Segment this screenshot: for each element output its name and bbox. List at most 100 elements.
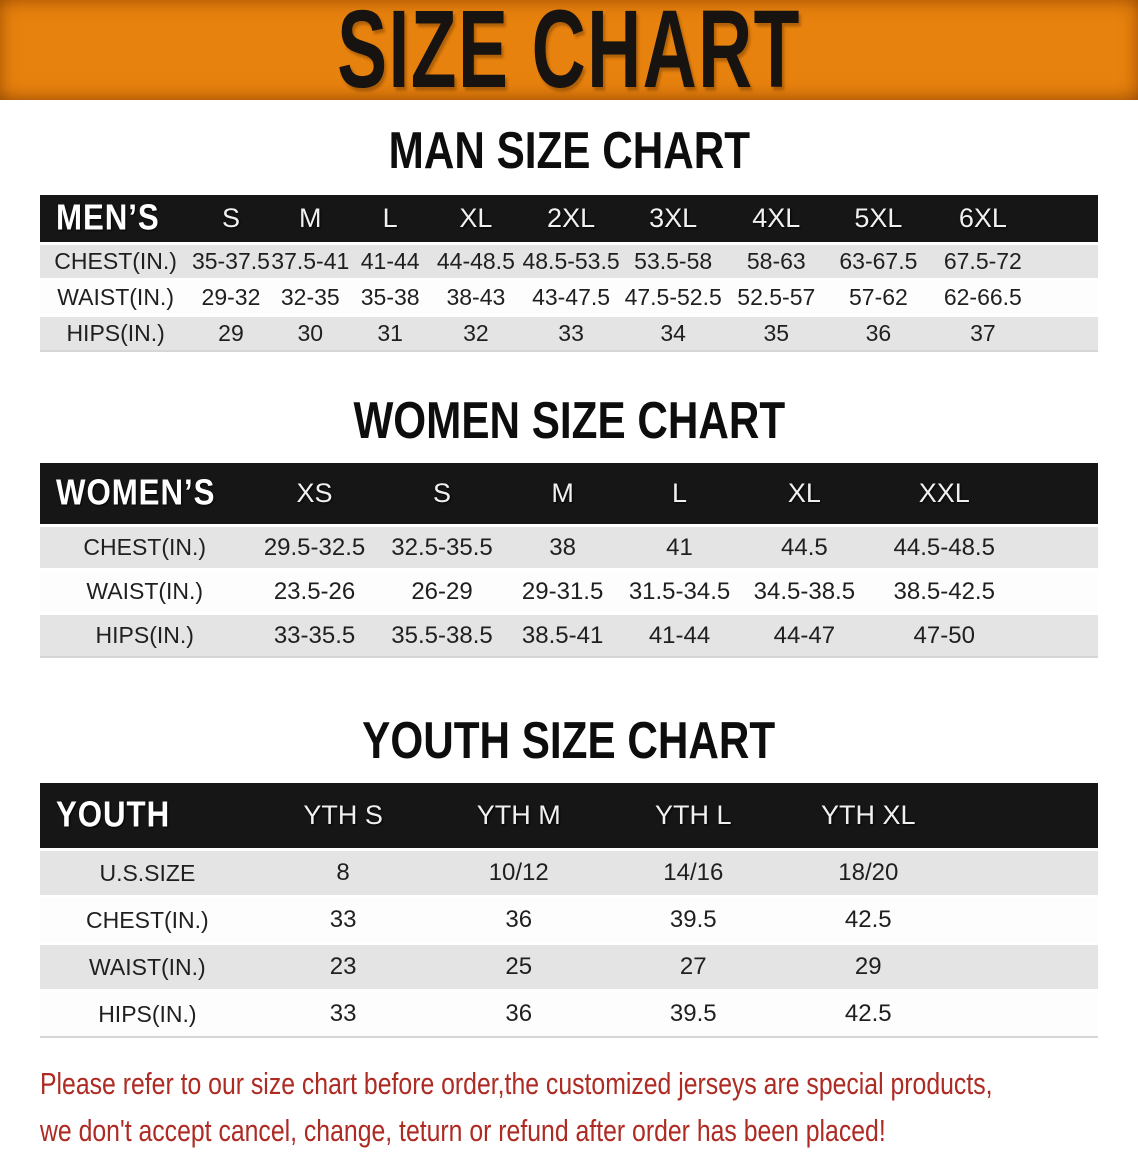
- size-value-cell: 41-44: [349, 242, 431, 278]
- size-value-cell: 26-29: [379, 568, 505, 612]
- size-column-header: YTH S: [254, 783, 432, 848]
- size-value-cell: 31.5-34.5: [620, 568, 739, 612]
- size-column-header: M: [270, 195, 350, 242]
- size-value-cell: 39.5: [606, 895, 781, 942]
- size-value-cell: 23: [254, 942, 432, 989]
- youth-heading-text: YOUTH SIZE CHART: [362, 712, 776, 771]
- women-corner-text: WOMEN’S: [56, 473, 216, 513]
- size-column-header: XS: [249, 463, 380, 524]
- size-value-cell: 29: [191, 314, 271, 350]
- size-value-cell: 38-43: [430, 278, 522, 314]
- size-value-cell: 32: [430, 314, 522, 350]
- women-heading-text: WOMEN SIZE CHART: [353, 392, 785, 451]
- size-value-cell: 41: [620, 524, 739, 568]
- size-value-cell: 41-44: [620, 612, 739, 656]
- size-column-header: YTH XL: [780, 783, 1098, 848]
- size-value-cell: 67.5-72: [929, 242, 1098, 278]
- size-value-cell: 63-67.5: [827, 242, 930, 278]
- size-value-cell: 42.5: [780, 895, 1098, 942]
- women-hips-row: HIPS(IN.) 33-35.5 35.5-38.5 38.5-41 41-4…: [40, 612, 1098, 656]
- size-value-cell: 29: [780, 942, 1098, 989]
- size-value-cell: 14/16: [606, 848, 781, 895]
- youth-header-row: YOUTH YTH S YTH M YTH L YTH XL: [40, 783, 1098, 848]
- size-column-header: 6XL: [929, 195, 1098, 242]
- youth-section-heading: YOUTH SIZE CHART: [0, 712, 1138, 771]
- women-corner-label: WOMEN’S: [40, 463, 250, 524]
- size-value-cell: 23.5-26: [249, 568, 380, 612]
- size-chart-banner: SIZE CHART: [0, 0, 1138, 111]
- men-corner-text: MEN’S: [56, 198, 160, 238]
- size-column-header: S: [191, 195, 271, 242]
- size-value-cell: 58-63: [725, 242, 828, 278]
- size-column-header: 4XL: [725, 195, 828, 242]
- size-value-cell: 32-35: [270, 278, 350, 314]
- size-column-header: S: [379, 463, 505, 524]
- size-value-cell: 39.5: [606, 989, 781, 1036]
- women-size-table: WOMEN’S XS S M L XL XXL CHEST(IN.) 29.5-…: [40, 463, 1098, 658]
- size-value-cell: 52.5-57: [725, 278, 828, 314]
- youth-waist-row: WAIST(IN.) 23 25 27 29: [40, 942, 1098, 989]
- row-label: CHEST(IN.): [40, 242, 192, 278]
- size-value-cell: 32.5-35.5: [379, 524, 505, 568]
- size-column-header: XL: [738, 463, 871, 524]
- size-column-header: YTH L: [606, 783, 781, 848]
- men-size-table: MEN’S S M L XL 2XL 3XL 4XL 5XL 6XL CHEST…: [40, 195, 1098, 352]
- row-label: WAIST(IN.): [40, 942, 255, 989]
- disclaimer-line-1: Please refer to our size chart before or…: [40, 1066, 993, 1101]
- youth-ussize-row: U.S.SIZE 8 10/12 14/16 18/20: [40, 848, 1098, 895]
- men-corner-label: MEN’S: [40, 195, 192, 242]
- row-label: CHEST(IN.): [40, 524, 250, 568]
- size-value-cell: 44-48.5: [430, 242, 522, 278]
- size-value-cell: 34.5-38.5: [738, 568, 871, 612]
- women-chest-row: CHEST(IN.) 29.5-32.5 32.5-35.5 38 41 44.…: [40, 524, 1098, 568]
- size-value-cell: 35.5-38.5: [379, 612, 505, 656]
- size-value-cell: 62-66.5: [929, 278, 1098, 314]
- size-value-cell: 36: [431, 989, 606, 1036]
- size-value-cell: 38.5-42.5: [870, 568, 1098, 612]
- size-value-cell: 34: [620, 314, 726, 350]
- size-value-cell: 33: [254, 989, 432, 1036]
- size-value-cell: 48.5-53.5: [521, 242, 621, 278]
- size-value-cell: 35: [725, 314, 828, 350]
- size-value-cell: 10/12: [431, 848, 606, 895]
- size-value-cell: 25: [431, 942, 606, 989]
- men-hips-row: HIPS(IN.) 29 30 31 32 33 34 35 36 37: [40, 314, 1098, 350]
- size-value-cell: 37: [929, 314, 1098, 350]
- size-value-cell: 29-31.5: [504, 568, 621, 612]
- size-value-cell: 47-50: [870, 612, 1098, 656]
- row-label: HIPS(IN.): [40, 612, 250, 656]
- men-heading-text: MAN SIZE CHART: [388, 122, 750, 181]
- size-column-header: XXL: [870, 463, 1098, 524]
- size-value-cell: 29.5-32.5: [249, 524, 380, 568]
- men-chest-row: CHEST(IN.) 35-37.5 37.5-41 41-44 44-48.5…: [40, 242, 1098, 278]
- men-section-heading: MAN SIZE CHART: [0, 122, 1138, 181]
- disclaimer-text: Please refer to our size chart before or…: [40, 1060, 1138, 1154]
- size-value-cell: 35-38: [349, 278, 431, 314]
- size-value-cell: 33: [254, 895, 432, 942]
- youth-chest-row: CHEST(IN.) 33 36 39.5 42.5: [40, 895, 1098, 942]
- size-value-cell: 44-47: [738, 612, 871, 656]
- size-column-header: 3XL: [620, 195, 726, 242]
- youth-corner-text: YOUTH: [56, 795, 171, 835]
- row-label: HIPS(IN.): [40, 989, 255, 1036]
- size-column-header: M: [504, 463, 621, 524]
- size-value-cell: 27: [606, 942, 781, 989]
- size-value-cell: 38: [504, 524, 621, 568]
- men-header-row: MEN’S S M L XL 2XL 3XL 4XL 5XL 6XL: [40, 195, 1098, 242]
- size-column-header: XL: [430, 195, 522, 242]
- size-column-header: L: [349, 195, 431, 242]
- size-value-cell: 18/20: [780, 848, 1098, 895]
- banner-title: SIZE CHART: [337, 0, 801, 111]
- size-value-cell: 31: [349, 314, 431, 350]
- youth-hips-row: HIPS(IN.) 33 36 39.5 42.5: [40, 989, 1098, 1036]
- size-value-cell: 36: [827, 314, 930, 350]
- youth-corner-label: YOUTH: [40, 783, 255, 848]
- disclaimer-line-2: we don't accept cancel, change, teturn o…: [40, 1113, 886, 1148]
- size-value-cell: 33: [521, 314, 621, 350]
- row-label: U.S.SIZE: [40, 848, 255, 895]
- row-label: CHEST(IN.): [40, 895, 255, 942]
- row-label: WAIST(IN.): [40, 278, 192, 314]
- size-value-cell: 33-35.5: [249, 612, 380, 656]
- size-value-cell: 36: [431, 895, 606, 942]
- size-value-cell: 30: [270, 314, 350, 350]
